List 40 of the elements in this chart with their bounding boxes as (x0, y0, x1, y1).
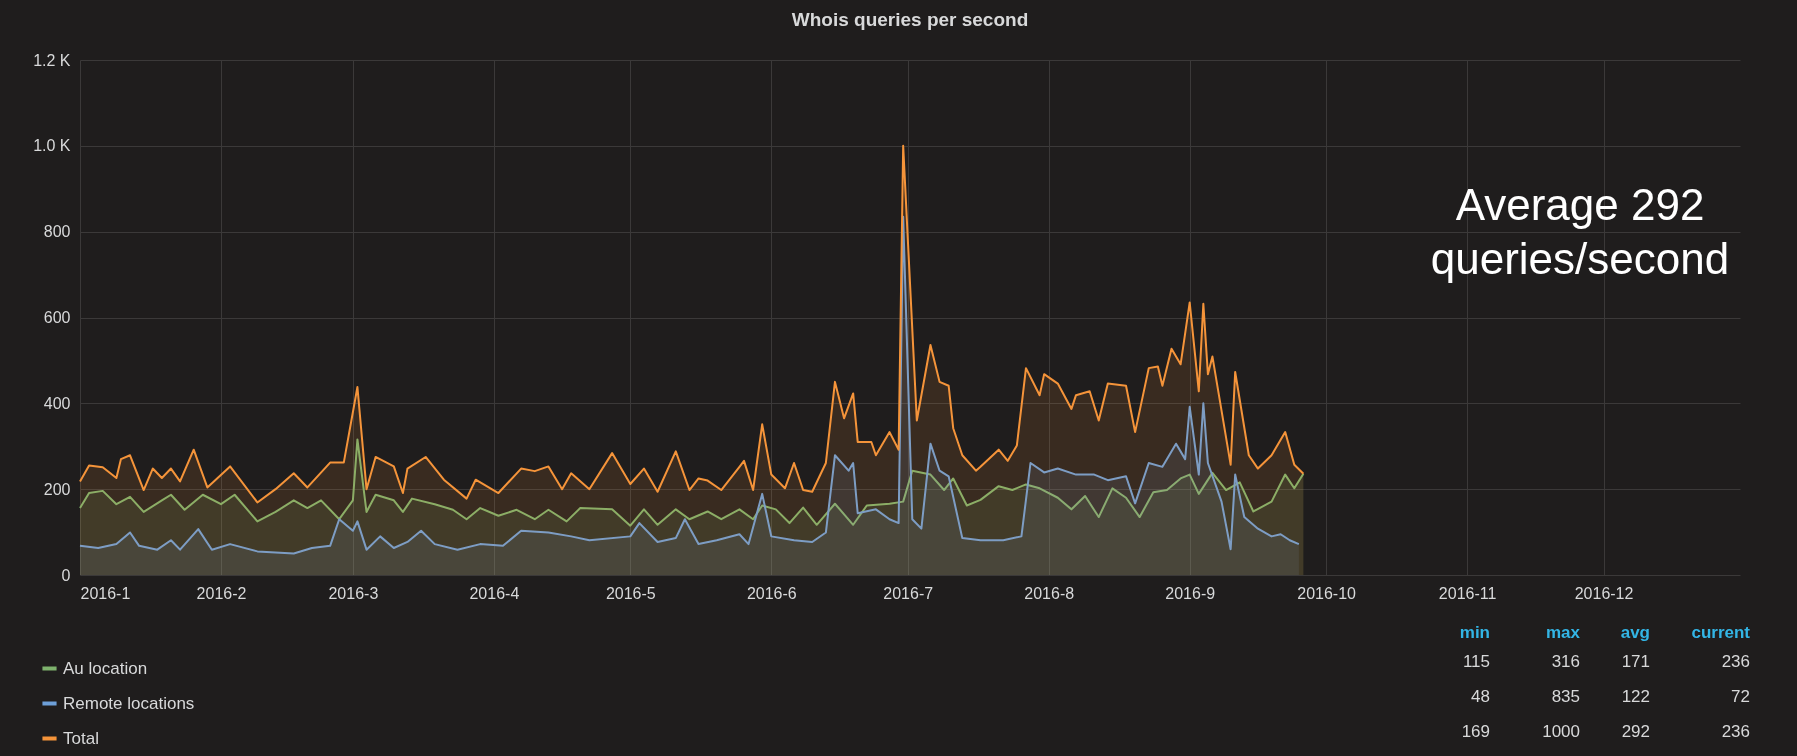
x-tick-label: 2016-4 (469, 584, 520, 602)
text: 169 (1460, 720, 1490, 743)
y-tick-label: 1.0 K (33, 137, 71, 155)
x-tick-label: 2016-7 (883, 584, 934, 602)
text: 122 (1620, 685, 1650, 708)
legend-label: Au location (63, 658, 148, 678)
y-tick-label: 800 (43, 223, 71, 241)
text: 72 (1730, 685, 1750, 708)
x-tick-label: 2016-8 (1024, 584, 1075, 602)
annotation: Average 292 queries/second (1429, 179, 1731, 285)
x-tick-label: 2016-12 (1574, 584, 1634, 602)
y-tick-label: 1.2 K (33, 51, 71, 69)
x-tick-label: 2016-5 (605, 584, 656, 602)
text: 48 (1470, 685, 1490, 708)
text: min (1458, 622, 1490, 644)
text: max (1544, 622, 1580, 644)
y-tick-label: 600 (43, 309, 71, 326)
x-tick-label: 2016-11 (1438, 584, 1497, 602)
chart-title: Whois queries per second (791, 9, 1029, 30)
x-tick-label: 2016-10 (1297, 584, 1357, 602)
text: 171 (1620, 650, 1650, 673)
x-tick-label: 2016-1 (80, 584, 131, 602)
text: avg (1619, 622, 1650, 644)
text: 236 (1720, 720, 1750, 743)
text: 1000 (1541, 720, 1580, 743)
text: 292 (1620, 720, 1650, 743)
text: 316 (1550, 650, 1580, 673)
legend-label: Total (63, 728, 99, 748)
text: current (1690, 622, 1750, 644)
text: 835 (1550, 685, 1580, 708)
x-tick-label: 2016-6 (746, 584, 797, 602)
y-tick-label: 0 (61, 566, 71, 584)
text: 236 (1720, 650, 1750, 673)
x-tick-label: 2016-3 (328, 584, 379, 602)
x-tick-label: 2016-9 (1165, 584, 1216, 602)
y-tick-label: 400 (43, 394, 71, 412)
text: 115 (1461, 650, 1490, 673)
y-tick-label: 200 (43, 480, 71, 498)
x-tick-label: 2016-2 (196, 584, 247, 602)
legend-label: Remote locations (63, 693, 195, 713)
